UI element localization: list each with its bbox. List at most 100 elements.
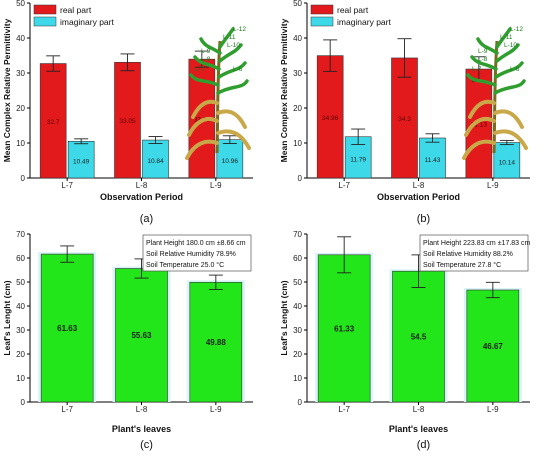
y-tick-label: 0 (298, 398, 303, 407)
y-tick-label: 60 (16, 254, 25, 263)
x-tick-label: L-7 (338, 405, 350, 414)
bar-value-label: 32.7 (47, 119, 60, 126)
bar-value-label: 49.88 (206, 338, 227, 347)
x-axis-title: Observation Period (377, 192, 460, 202)
bar (189, 281, 243, 403)
y-tick-label: 10 (16, 139, 25, 148)
legend-swatch (310, 16, 334, 27)
bar-value-label: 54.5 (411, 333, 427, 342)
legend-label: imaginary part (337, 17, 391, 27)
green-leaf (218, 43, 243, 63)
y-axis-title: Leaf's Lenght (cm) (279, 280, 289, 355)
y-axis-title: Mean Complex Relative Permittivity (2, 18, 12, 162)
bar (316, 55, 344, 179)
y-axis-title: Leaf's Lenght (cm) (2, 280, 12, 355)
y-tick-label: 0 (298, 174, 303, 183)
green-leaf (216, 79, 249, 95)
legend-swatch (33, 4, 57, 15)
panel-label: (b) (417, 213, 430, 225)
plant-leaf-label: L-9 (201, 48, 211, 55)
bar-value-label: 10.84 (147, 158, 164, 165)
x-axis-title: Observation Period (100, 192, 183, 202)
bar-value-label: 10.14 (499, 159, 516, 166)
green-leaf (218, 27, 235, 49)
legend-label: imaginary part (60, 17, 114, 27)
bar (39, 63, 67, 179)
plant-leaf-label: L-7 (472, 66, 482, 73)
y-tick-label: 30 (293, 326, 302, 335)
plant-leaf-label: L-11 (223, 34, 236, 41)
panel-label: (c) (140, 439, 153, 451)
y-tick-label: 20 (293, 350, 302, 359)
bar-value-label: 61.63 (57, 324, 78, 333)
y-tick-label: 40 (293, 34, 302, 43)
dry-leaf (464, 116, 496, 137)
info-box-line: Soil Temperature 27.8 °C (423, 261, 501, 269)
dry-leaf (216, 129, 251, 150)
legend-swatch (33, 16, 57, 27)
plant-leaf-label: L-10 (227, 42, 240, 49)
plant-leaf-label: L-12 (233, 26, 246, 33)
bar (115, 268, 168, 403)
y-tick-label: 30 (16, 326, 25, 335)
bar-value-label: 10.49 (73, 159, 90, 166)
legend-swatch (310, 4, 334, 15)
plant-leaf-label: L-9 (478, 48, 488, 55)
y-tick-label: 50 (293, 278, 302, 287)
green-leaf (494, 61, 524, 79)
plant-leaf-label: L-7 (195, 66, 205, 73)
green-leaf (199, 37, 222, 55)
y-tick-label: 40 (16, 34, 25, 43)
y-tick-label: 0 (21, 398, 26, 407)
bar-value-label: 34.3 (398, 116, 411, 123)
bar-value-label: 11.43 (425, 157, 441, 164)
bar (466, 289, 520, 403)
x-tick-label: L-9 (487, 405, 499, 414)
dry-leaf (462, 139, 496, 160)
bar (40, 253, 94, 403)
bar (67, 140, 95, 179)
bar-value-label: 34.96 (322, 115, 339, 122)
info-box-line: Soil Relative Humidity 78.9% (146, 251, 236, 258)
x-tick-label: L-8 (136, 181, 148, 190)
plant-leaf-label: L-8 (201, 56, 211, 63)
bar (216, 139, 244, 179)
bar (465, 68, 493, 179)
x-axis-title: Plant's leaves (389, 424, 448, 434)
green-leaf (495, 43, 520, 63)
plant-leaf-label: L-11 (500, 34, 513, 41)
green-leaf (193, 55, 221, 71)
x-tick-label: L-9 (210, 405, 222, 414)
plant-stalk (215, 40, 222, 154)
y-tick-label: 40 (16, 302, 25, 311)
chart-panel-d: 0 10 20 30 40 50 60 70 L-7 L-8 L-9 Plant's leaves Le… (279, 230, 531, 451)
y-tick-label: 50 (293, 0, 302, 8)
dry-leaf (185, 139, 219, 160)
info-box-line: Soil Temperature 25.0 °C (146, 261, 224, 269)
x-tick-label: L-8 (413, 405, 425, 414)
panel-label: (d) (417, 439, 430, 451)
x-axis-title: Plant's leaves (112, 424, 171, 434)
y-tick-label: 60 (293, 254, 302, 263)
green-leaf (476, 37, 499, 55)
bar (114, 62, 141, 179)
y-tick-label: 30 (16, 69, 25, 78)
dry-leaf (187, 116, 219, 137)
legend-label: real part (60, 5, 92, 15)
info-box-line: Plant Height 223.83 cm ±17.83 cm (423, 240, 531, 247)
dry-leaf (468, 99, 496, 119)
plant-stalk (492, 40, 499, 154)
y-tick-label: 20 (16, 104, 25, 113)
plant-leaf-label: L-6 (510, 66, 520, 73)
y-tick-label: 50 (16, 278, 25, 287)
plant-leaf-label: L-10 (504, 42, 517, 49)
y-tick-label: 10 (293, 139, 302, 148)
info-box (419, 234, 529, 272)
bar (392, 270, 445, 403)
x-tick-label: L-7 (61, 181, 73, 190)
x-tick-label: L-7 (61, 405, 73, 414)
dry-leaf (493, 129, 528, 150)
y-tick-label: 20 (293, 104, 302, 113)
y-tick-label: 70 (293, 230, 302, 239)
